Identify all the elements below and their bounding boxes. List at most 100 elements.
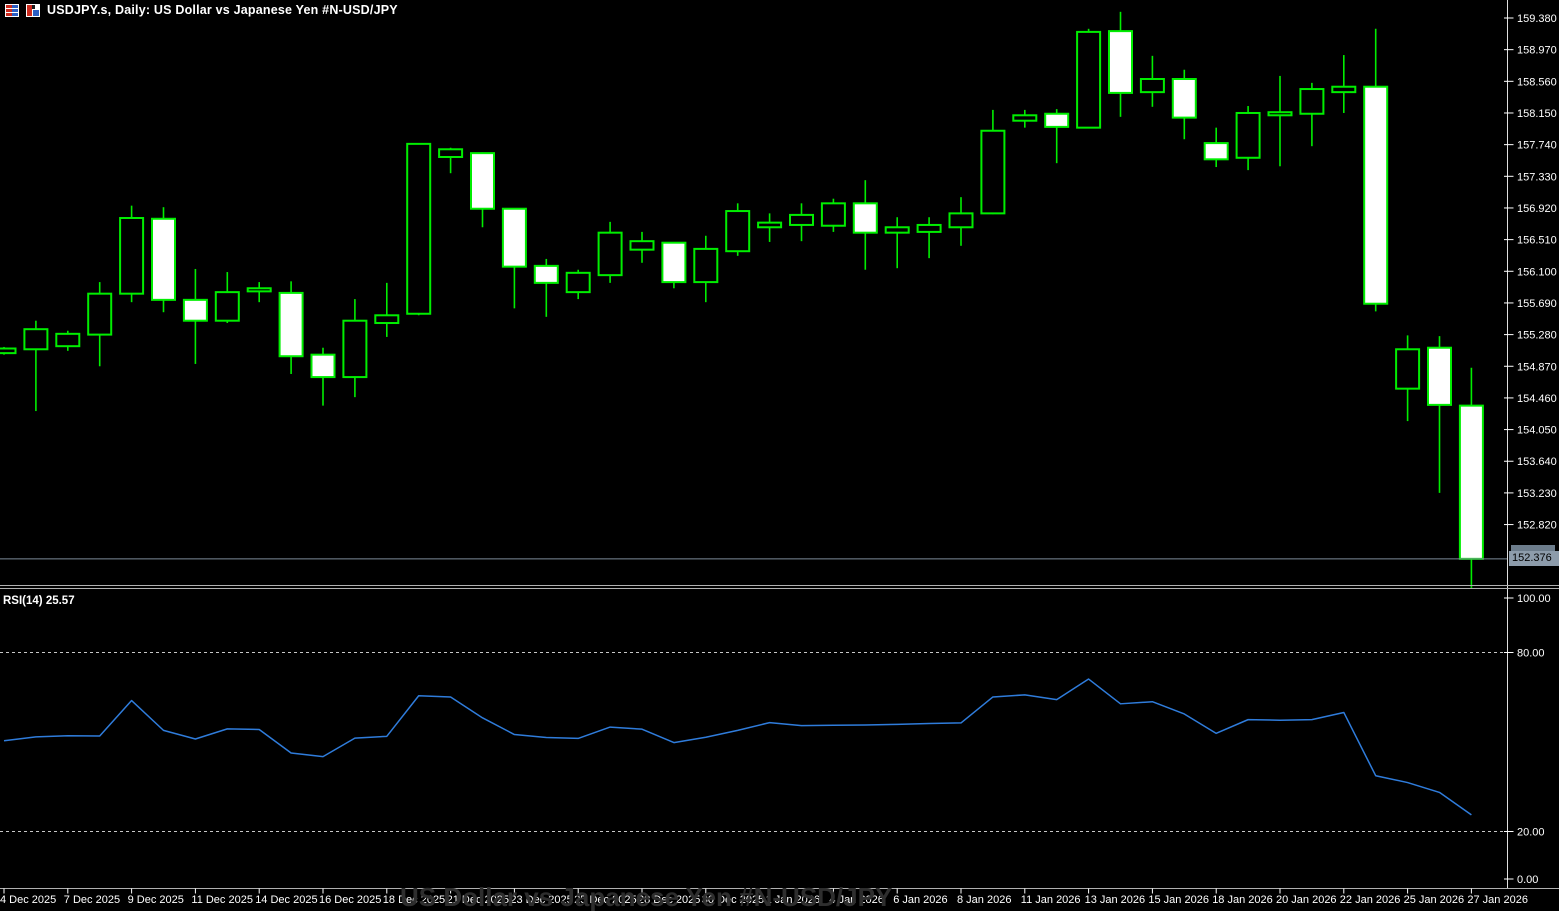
date-tick-label: 13 Jan 2026 [1085, 894, 1146, 906]
candle-body [533, 264, 559, 284]
price-tick-label: 155.280 [1517, 330, 1557, 342]
candle-body [757, 221, 783, 229]
date-tick-label: 30 Dec 2025 [702, 894, 764, 906]
date-tick-label: 9 Dec 2025 [128, 894, 184, 906]
candle-body [119, 216, 145, 295]
date-tick-label: 25 Jan 2026 [1404, 894, 1465, 906]
rsi-tick-label: 20.00 [1517, 826, 1545, 838]
candle-body [151, 217, 176, 301]
date-tick-label: 20 Jan 2026 [1276, 894, 1337, 906]
price-tick-label: 158.150 [1517, 108, 1557, 120]
ask-price-label [1511, 544, 1555, 553]
price-tick-label: 156.510 [1517, 235, 1557, 247]
candle-body [629, 240, 655, 251]
date-tick-label: 25 Dec 2025 [574, 894, 636, 906]
candle-body [661, 241, 687, 284]
candle-body [1235, 111, 1261, 159]
candle-body [214, 291, 240, 322]
candle-body [1203, 142, 1229, 161]
candle-body [501, 207, 527, 268]
chart-watermark: US Dollar vs Japanese Yen #N-USD/JPY [400, 882, 893, 911]
candle-body [55, 332, 81, 348]
candle-body [1076, 30, 1102, 129]
candle-body [1458, 404, 1484, 560]
date-tick-label: 4 Jan 2026 [829, 894, 883, 906]
candle-body [374, 314, 400, 325]
candle-body [916, 223, 942, 233]
candle-body [980, 129, 1006, 215]
candle-body [789, 213, 814, 226]
candle-body [852, 202, 878, 234]
candle-body [87, 292, 113, 336]
chart-window-icon [26, 3, 40, 17]
price-tick-label: 152.820 [1517, 520, 1557, 532]
date-tick-label: 16 Dec 2025 [319, 894, 381, 906]
candle-body [182, 298, 208, 322]
candle-body [1108, 30, 1133, 94]
price-tick-label: 159.380 [1517, 13, 1557, 25]
date-tick-label: 11 Jan 2026 [1021, 894, 1081, 906]
candle-body [438, 148, 464, 158]
price-tick-label: 156.100 [1517, 266, 1557, 278]
quotes-table-icon [5, 3, 19, 17]
price-tick-label: 154.050 [1517, 425, 1557, 437]
date-tick-label: 28 Dec 2025 [638, 894, 700, 906]
candle-body [1044, 112, 1070, 128]
date-tick-label: 15 Jan 2026 [1148, 894, 1209, 906]
price-tick-label: 153.230 [1517, 488, 1557, 500]
candle-body [278, 291, 304, 358]
price-tick-label: 153.640 [1517, 456, 1557, 468]
date-tick-label: 22 Jan 2026 [1340, 894, 1401, 906]
chart-title: USDJPY.s, Daily: US Dollar vs Japanese Y… [47, 3, 398, 17]
date-tick-label: 18 Jan 2026 [1212, 894, 1273, 906]
price-tick-label: 157.740 [1517, 140, 1557, 152]
candles-layer[interactable] [0, 11, 1508, 588]
price-axis[interactable]: 159.380 158.970 158.560 158.150 157.740 157.3… [1504, 13, 1557, 886]
date-tick-label: 11 Dec 2025 [191, 894, 253, 906]
price-tick-label: 157.330 [1517, 171, 1557, 183]
date-tick-label: 23 Dec 2025 [510, 894, 572, 906]
date-tick-label: 7 Dec 2025 [64, 894, 120, 906]
candle-body [948, 212, 974, 229]
time-axis[interactable]: 4 Dec 2025 7 Dec 2025 9 Dec 2025 11 Dec 202… [0, 888, 1528, 907]
candle-body [1299, 88, 1325, 115]
date-tick-label: 14 Dec 2025 [255, 894, 317, 906]
date-tick-label: 4 Dec 2025 [0, 894, 56, 906]
candle-body [1395, 348, 1421, 390]
candle-body [23, 328, 49, 351]
rsi-line [3, 678, 1472, 816]
current-price-label: 152.376 [1509, 550, 1559, 566]
date-tick-label: 8 Jan 2026 [957, 894, 1011, 906]
candle-body [1171, 78, 1197, 119]
price-tick-label: 155.690 [1517, 298, 1557, 310]
price-tick-label: 158.560 [1517, 76, 1557, 88]
rsi-tick-label: 80.00 [1517, 648, 1545, 660]
candle-body [342, 319, 368, 379]
rsi-pane[interactable] [0, 652, 1508, 832]
candle-body [820, 202, 846, 227]
candle-body [1427, 346, 1452, 406]
candle-body [597, 231, 623, 277]
rsi-tick-label: 100.00 [1517, 593, 1551, 605]
candle-body [565, 271, 591, 294]
price-tick-label: 154.460 [1517, 393, 1557, 405]
price-tick-label: 156.920 [1517, 203, 1557, 215]
date-tick-label: 18 Dec 2025 [383, 894, 445, 906]
chart-borders [0, 0, 1559, 889]
candle-body [246, 287, 272, 293]
candle-body [884, 226, 910, 234]
date-tick-label: 27 Jan 2026 [1467, 894, 1528, 906]
candle-body [1331, 85, 1357, 94]
candle-body [310, 353, 336, 379]
candle-body [693, 247, 719, 284]
chart-title-bar: USDJPY.s, Daily: US Dollar vs Japanese Y… [5, 3, 398, 17]
price-tick-label: 154.870 [1517, 361, 1557, 373]
candle-body [1012, 114, 1038, 122]
price-tick-label: 158.970 [1517, 45, 1557, 57]
date-tick-label: 1 Jan 2026 [766, 894, 820, 906]
candle-body [1363, 85, 1389, 305]
candle-body [406, 142, 432, 315]
candle-body [470, 152, 495, 210]
